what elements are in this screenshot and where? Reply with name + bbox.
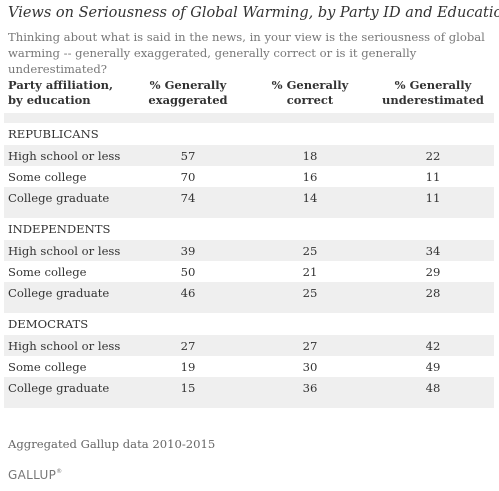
spacer-cell [4,303,494,313]
data-value: 15 [128,377,248,398]
column-header-exaggerated: % Generally exaggerated [128,74,248,113]
column-header-correct: % Generally correct [248,74,372,113]
group-header-row: DEMOCRATS [4,313,494,335]
group-header-row: REPUBLICANS [4,123,494,145]
data-table: Party affiliation, by education % General… [4,74,494,408]
column-header-line: % Generally [394,78,472,92]
data-value: 21 [302,264,318,279]
data-value: 30 [302,359,318,374]
spacer-row [4,113,494,123]
data-value: 27 [248,335,372,356]
data-value: 39 [128,240,248,261]
data-value: 28 [372,282,494,303]
spacer-row [4,398,494,408]
data-value: 14 [248,187,372,208]
gallup-logo: GALLUP® [8,468,62,482]
data-value: 19 [180,359,196,374]
column-header-line: exaggerated [148,93,228,107]
table-row: High school or less 57 18 22 [4,145,494,166]
column-header-line: % Generally [271,78,349,92]
data-value: 16 [302,169,318,184]
table-row: College graduate 46 25 28 [4,282,494,303]
data-value: 25 [248,282,372,303]
spacer-cell [4,208,494,218]
data-value: 42 [372,335,494,356]
spacer-row [4,208,494,218]
data-value: 50 [180,264,196,279]
row-label: High school or less [4,335,128,356]
data-value: 36 [248,377,372,398]
row-label: College graduate [4,187,128,208]
column-header-line: underestimated [382,93,484,107]
spacer-cell [4,113,494,123]
data-value: 11 [372,187,494,208]
group-label: INDEPENDENTS [8,222,111,236]
data-value: 57 [128,145,248,166]
group-label: DEMOCRATS [8,317,89,331]
column-header-line: Party affiliation, [8,78,114,92]
spacer-cell [4,398,494,408]
table-body: REPUBLICANS High school or less 57 18 22 Some… [4,113,494,408]
column-header-underestimated: % Generally underestimated [372,74,494,113]
table-row: High school or less 27 27 42 [4,335,494,356]
spacer-row [4,303,494,313]
data-value: 11 [425,169,441,184]
table-row: Some college 50 21 29 [4,261,494,282]
source-note: Aggregated Gallup data 2010-2015 [8,437,216,451]
column-header-line: % Generally [149,78,227,92]
data-value: 25 [248,240,372,261]
group-label: REPUBLICANS [8,127,99,141]
table-row: College graduate 74 14 11 [4,187,494,208]
group-header-row: INDEPENDENTS [4,218,494,240]
row-label: Some college [8,264,87,279]
data-value: 70 [180,169,196,184]
table-row: Some college 70 16 11 [4,166,494,187]
table-row: High school or less 39 25 34 [4,240,494,261]
data-value: 46 [128,282,248,303]
row-label: High school or less [4,145,128,166]
data-value: 27 [128,335,248,356]
row-label: Some college [8,169,87,184]
row-label: High school or less [4,240,128,261]
column-header-line: correct [286,93,334,107]
row-label: College graduate [4,282,128,303]
column-header-line: by education [8,93,91,107]
data-value: 22 [372,145,494,166]
chart-subtitle: Thinking about what is said in the news,… [8,30,485,76]
data-value: 18 [248,145,372,166]
chart-title: Views on Seriousness of Global Warming, … [8,5,499,21]
table-row: Some college 19 30 49 [4,356,494,377]
data-value: 49 [425,359,441,374]
row-label: College graduate [4,377,128,398]
data-value: 29 [425,264,441,279]
header-row: Party affiliation, by education % General… [4,74,494,113]
data-value: 74 [128,187,248,208]
data-value: 34 [372,240,494,261]
row-label: Some college [8,359,87,374]
logo-text: GALLUP [8,468,57,482]
registered-mark: ® [56,468,63,475]
column-header-party: Party affiliation, by education [4,74,128,113]
table-row: College graduate 15 36 48 [4,377,494,398]
data-value: 48 [372,377,494,398]
